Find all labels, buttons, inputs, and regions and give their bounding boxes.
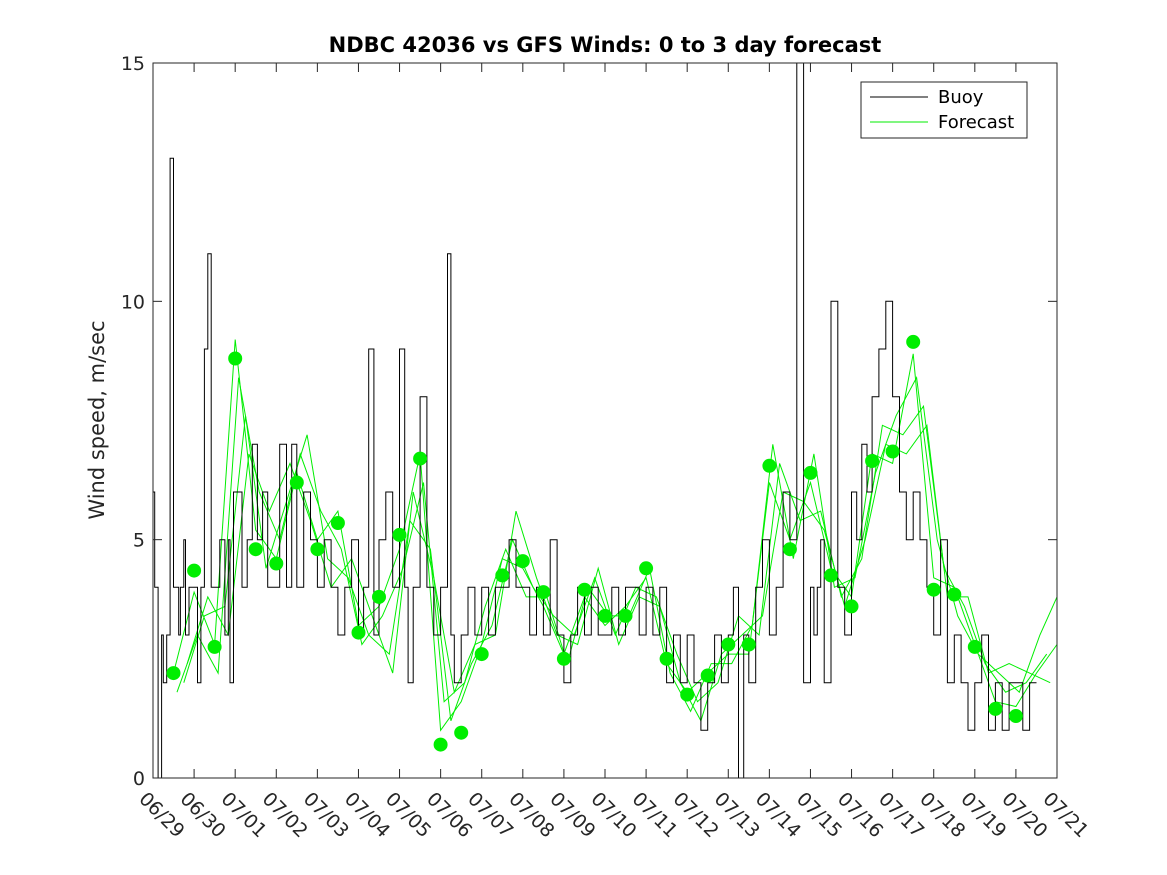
forecast-marker (824, 568, 838, 583)
forecast-marker (988, 701, 1003, 716)
forecast-marker (741, 637, 756, 652)
forecast-marker (906, 334, 921, 349)
y-tick-label: 15 (121, 53, 145, 75)
y-tick-label: 5 (133, 530, 145, 552)
forecast-marker (577, 582, 592, 597)
forecast-marker (865, 454, 880, 468)
forecast-marker (803, 465, 818, 480)
forecast-marker (700, 668, 715, 683)
forecast-marker (433, 737, 448, 752)
y-tick-label: 0 (133, 768, 145, 790)
forecast-line-2 (183, 404, 1048, 721)
forecast-marker (659, 651, 674, 666)
forecast-marker (515, 554, 530, 569)
forecast-marker (639, 561, 654, 576)
forecast-marker (495, 568, 510, 583)
forecast-marker (618, 608, 633, 623)
forecast-marker (187, 563, 202, 578)
forecast-marker (166, 666, 181, 681)
forecast-marker (598, 608, 612, 623)
chart-title: NDBC 42036 vs GFS Winds: 0 to 3 day fore… (329, 33, 882, 57)
forecast-marker (474, 647, 489, 662)
forecast-marker (351, 625, 366, 640)
legend-buoy-label: Buoy (938, 87, 984, 108)
forecast-marker (556, 651, 571, 666)
forecast-marker (926, 582, 941, 597)
forecast-marker (762, 458, 777, 473)
forecast-marker (454, 725, 469, 740)
y-axis-title: Wind speed, m/sec (85, 320, 109, 519)
forecast-marker (207, 639, 222, 654)
forecast-marker (844, 599, 859, 614)
forecast-marker (536, 585, 551, 600)
forecast-marker (413, 451, 428, 466)
forecast-marker (1008, 709, 1023, 723)
forecast-marker (680, 687, 695, 702)
forecast-marker (310, 542, 325, 557)
forecast-marker (228, 351, 243, 366)
forecast-marker (269, 556, 284, 571)
forecast-marker (967, 639, 982, 654)
plot-area (153, 63, 1057, 778)
forecast-markers (166, 334, 1023, 752)
buoy-line-group (153, 62, 1037, 779)
forecast-marker (372, 589, 386, 604)
legend-forecast-label: Forecast (938, 112, 1014, 133)
forecast-marker (947, 587, 962, 602)
y-tick-label: 10 (121, 291, 145, 313)
forecast-marker (782, 542, 797, 557)
plot-background (153, 63, 1057, 778)
forecast-marker (330, 516, 345, 530)
forecast-marker (885, 444, 900, 459)
buoy-line (153, 62, 1037, 779)
forecast-marker (721, 637, 736, 652)
forecast-marker (289, 475, 304, 490)
y-axis-ticks: 0 5 10 15 (121, 53, 1057, 790)
forecast-marker (392, 527, 407, 542)
legend-box (860, 81, 1028, 139)
forecast-marker (248, 542, 263, 557)
legend: Buoy Forecast (860, 81, 1028, 139)
